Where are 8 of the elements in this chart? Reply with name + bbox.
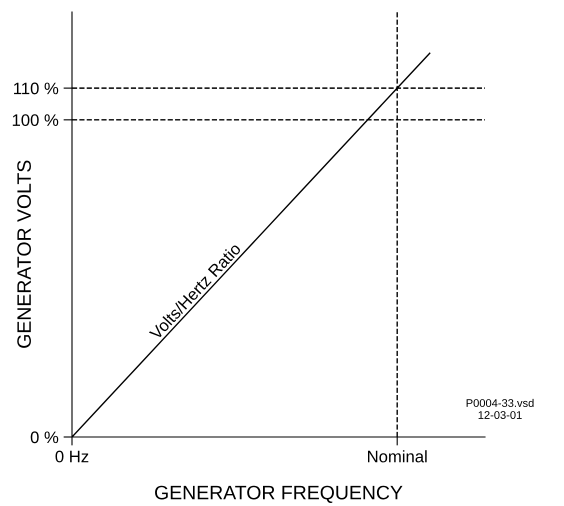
x-tick-label: 0 Hz	[56, 450, 88, 462]
y-tick-label: 110 %	[14, 82, 58, 94]
x-axis-title: GENERATOR FREQUENCY	[155, 486, 403, 503]
y-tick-label: 0 %	[30, 431, 58, 444]
x-tick-label: Nominal	[368, 450, 427, 462]
y-axis-title: GENERATOR VOLTS	[17, 160, 31, 348]
y-tick-label: 100 %	[12, 114, 58, 126]
annotation: P0004-33.vsd 12-03-01	[466, 398, 534, 419]
